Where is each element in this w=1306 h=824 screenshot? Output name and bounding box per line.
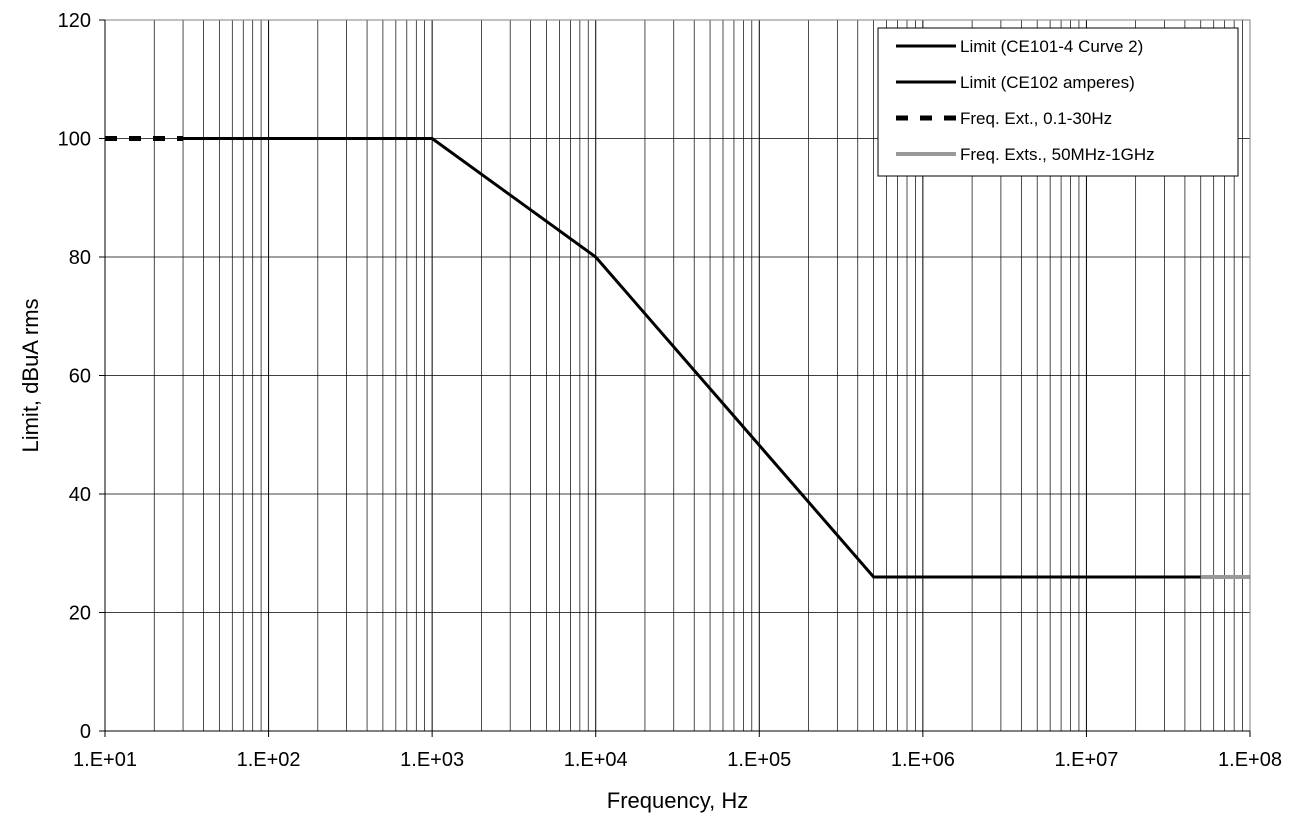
- legend-label-1: Limit (CE101-4 Curve 2): [960, 37, 1143, 56]
- y-tick-label: 120: [58, 10, 91, 32]
- legend-label-2: Limit (CE102 amperes): [960, 73, 1135, 92]
- x-tick-label: 1.E+05: [727, 749, 791, 771]
- axes: [99, 19, 1251, 737]
- y-tick-label: 20: [69, 603, 91, 625]
- legend-label-4: Freq. Exts., 50MHz-1GHz: [960, 145, 1155, 164]
- x-tick-label: 1.E+01: [73, 749, 137, 771]
- x-tick-label: 1.E+04: [564, 749, 628, 771]
- y-axis-title: Limit, dBuA rms: [18, 298, 43, 452]
- tick-labels: 0 20 40 60 80 100 120 1.E+01 1.E+02 1.E+03 1.E+04 1…: [58, 10, 1282, 771]
- x-tick-label: 1.E+02: [237, 749, 301, 771]
- series-layer: [105, 136, 1250, 579]
- x-tick-label: 1.E+03: [400, 749, 464, 771]
- y-tick-label: 60: [69, 366, 91, 388]
- x-axis-title: Frequency, Hz: [607, 788, 748, 813]
- y-tick-label: 80: [69, 247, 91, 269]
- y-tick-label: 0: [80, 721, 91, 743]
- x-tick-label: 1.E+08: [1218, 749, 1282, 771]
- legend-box: [877, 27, 1239, 177]
- series-line-2: [594, 256, 1201, 579]
- series-line-1: [183, 137, 597, 259]
- y-tick-label: 100: [58, 129, 91, 151]
- x-tick-label: 1.E+06: [891, 749, 955, 771]
- y-tick-label: 40: [69, 484, 91, 506]
- legend: Limit (CE101-4 Curve 2) Limit (CE102 ampe…: [877, 27, 1239, 177]
- legend-label-3: Freq. Ext., 0.1-30Hz: [960, 109, 1112, 128]
- x-tick-label: 1.E+07: [1054, 749, 1118, 771]
